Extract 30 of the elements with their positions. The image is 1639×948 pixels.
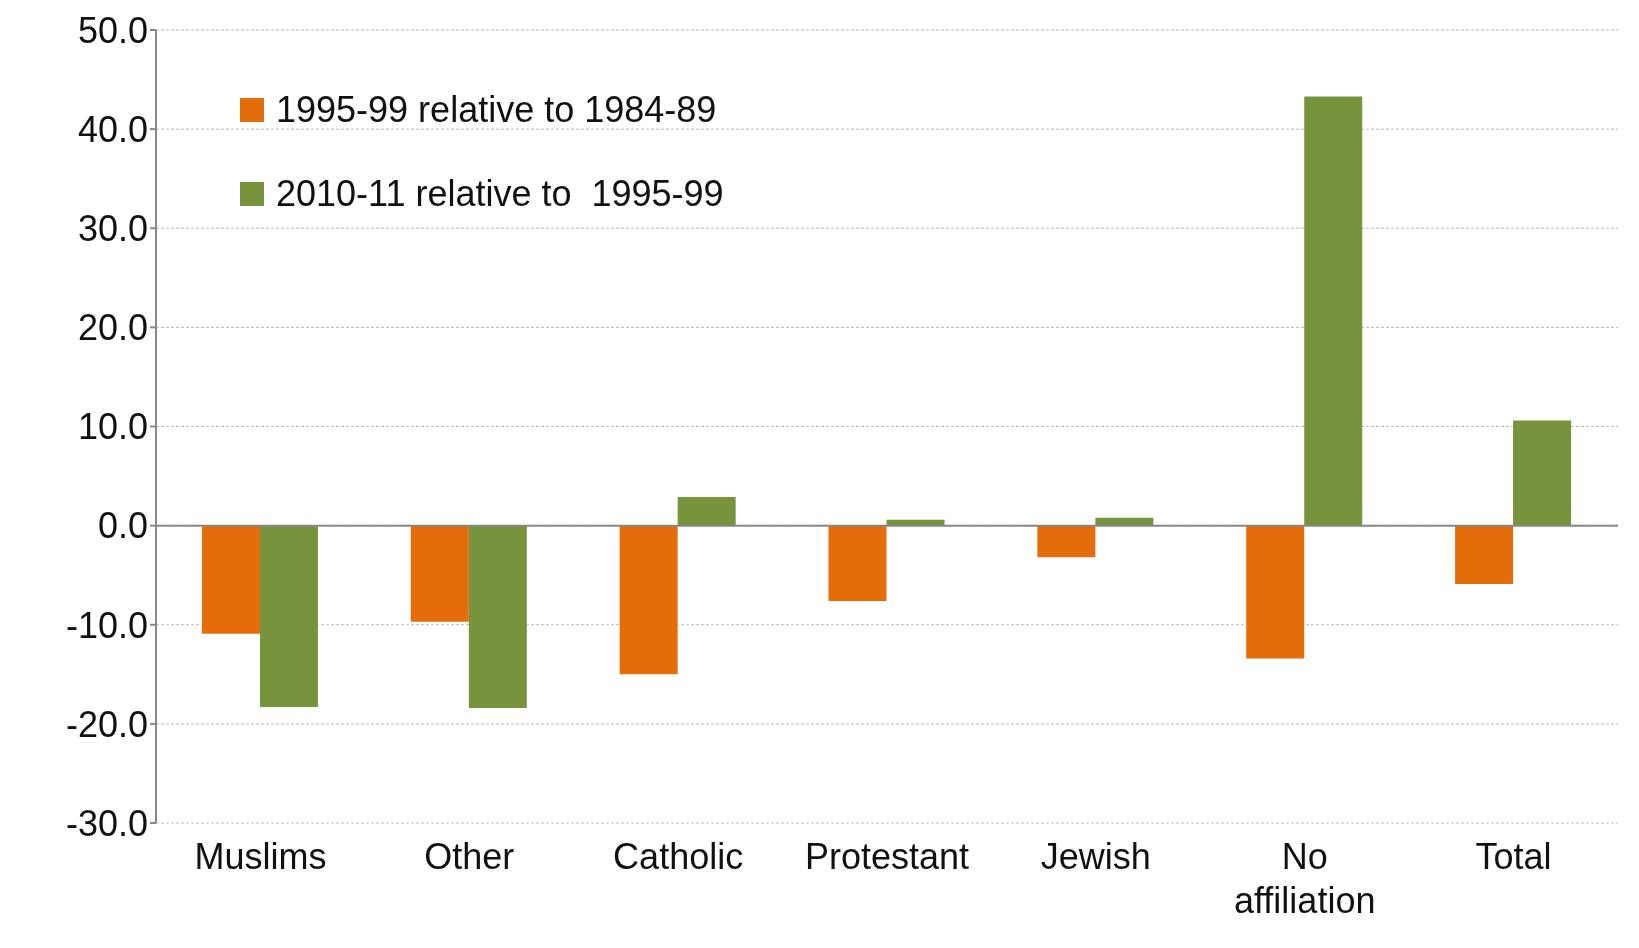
y-tick-label: -10.0 (65, 604, 148, 646)
x-tick-label: Jewish (1040, 836, 1151, 877)
y-tick-label: 0.0 (97, 505, 148, 547)
x-tick-label: Other (424, 836, 515, 877)
y-tick-label: -30.0 (65, 802, 148, 844)
bar (619, 525, 678, 675)
legend-label: 1995-99 relative to 1984-89 (276, 89, 717, 131)
legend-label: 2010-11 relative to 1995-99 (276, 173, 724, 215)
bar (259, 525, 318, 708)
bar (468, 525, 527, 709)
x-tick-label: Total (1475, 836, 1552, 877)
y-tick-label: 10.0 (77, 406, 148, 448)
x-tick-label: Catholic (613, 836, 744, 877)
y-tick-label: 40.0 (77, 108, 148, 150)
bar (201, 525, 260, 634)
bar (677, 496, 736, 526)
y-tick-label: -20.0 (65, 703, 148, 745)
y-tick-label: 30.0 (77, 208, 148, 250)
x-tick-label: Protestant (804, 836, 970, 877)
y-tick-label: 20.0 (77, 307, 148, 349)
x-tick-label: No affiliation (1234, 836, 1376, 921)
bar (1037, 525, 1096, 558)
y-tick-label: 50.0 (77, 9, 148, 51)
x-tick-label: Muslims (194, 836, 327, 877)
bar (410, 525, 469, 622)
bar (1455, 525, 1514, 585)
bar (1304, 96, 1363, 526)
bar (828, 525, 887, 601)
bar (1513, 420, 1572, 526)
bar (1246, 525, 1305, 659)
